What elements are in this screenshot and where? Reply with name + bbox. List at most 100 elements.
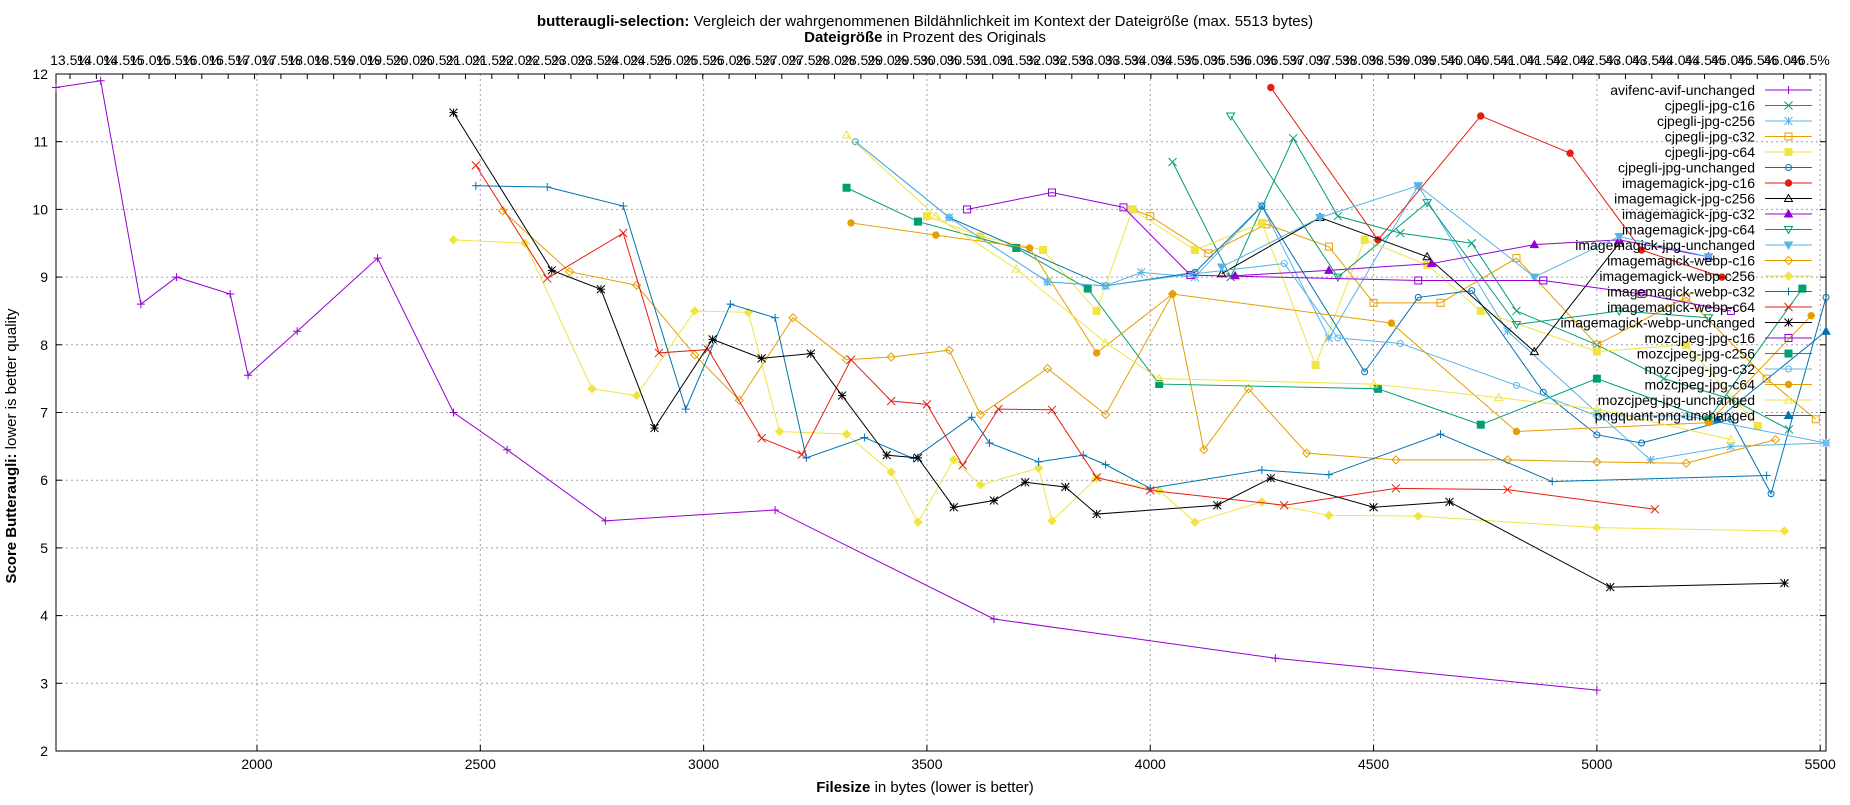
data-point [944,345,954,355]
data-point [1784,86,1793,94]
data-point [1646,455,1655,465]
series-pngquant-png-unchanged [1712,326,1831,423]
legend-item: mozcjpeg-jpg-unchanged [1598,392,1812,408]
data-point [726,300,735,309]
data-point [1783,193,1794,202]
data-point [543,183,552,192]
data-point [1426,258,1437,268]
data-point [1503,326,1512,336]
x-tick-label: 3500 [911,756,942,772]
data-point [1092,306,1101,315]
x2-tick-label: 37.5% [1316,52,1356,68]
series-line [475,185,1767,489]
x2-tick-label: 45.5% [1737,52,1777,68]
data-point [1780,578,1789,588]
data-point [886,467,896,477]
data-point [1718,273,1726,281]
legend-label: cjpegli-jpg-c256 [1657,113,1755,129]
data-point [1726,434,1736,444]
data-point [1637,290,1646,299]
x-tick-label: 4500 [1358,756,1389,772]
y-axis-label: Score Butteraugli: lower is better quali… [3,308,20,584]
x2-tick-label: 45.0% [1711,52,1751,68]
legend-label: avifenc-avif-unchanged [1610,82,1755,98]
data-point [963,205,972,214]
data-point [1783,394,1794,404]
data-point [985,438,994,447]
data-point [860,433,869,442]
data-point [958,460,968,470]
data-point [1154,485,1164,496]
data-point [1387,319,1396,327]
y-tick-label: 10 [32,201,48,217]
data-point [975,480,986,490]
x2-tick-label: 28.0% [815,52,855,68]
data-point [886,352,896,362]
series-line [1221,216,1620,353]
data-point [52,83,60,92]
data-point [1100,337,1111,347]
chart-title: butteraugli-selection: Vergleich der wah… [537,13,1313,30]
data-point [913,217,922,226]
x2-tick-label: 18.0% [287,52,327,68]
series-mozcjpeg-jpg-c256 [842,183,1807,429]
data-point [886,396,896,406]
data-point [788,313,798,323]
data-point [631,280,642,290]
series-imagemagick-jpg-c64 [1225,112,1714,330]
data-point [708,335,717,344]
x2-tick-label: 46.0% [1764,52,1804,68]
data-point [1334,334,1342,342]
grid [56,74,1826,751]
data-point [1784,101,1793,110]
data-point [1512,381,1520,389]
data-point [1503,485,1512,495]
y-tick-label: 11 [33,134,48,150]
data-point [1784,380,1793,389]
data-point [1047,405,1057,415]
data-point [1044,278,1052,286]
data-point [1638,439,1646,447]
legend-label: imagemagick-jpg-c16 [1622,175,1755,191]
data-point [837,391,847,400]
data-point [1369,298,1378,307]
data-point [1333,211,1343,221]
data-point [601,516,610,525]
data-point [1042,363,1053,374]
legend-item: imagemagick-webp-c64 [1607,299,1812,315]
data-point [1807,311,1815,320]
data-point [1168,157,1177,167]
data-point [1511,320,1522,330]
data-point [913,453,923,463]
data-point [1146,212,1155,221]
data-point [1529,273,1540,283]
data-point [1267,83,1275,92]
y-tick-label: 6 [40,472,48,488]
legend-item: mozcjpeg-jpg-c64 [1645,377,1812,393]
data-point [1047,516,1057,526]
data-point [244,371,253,380]
data-point [757,353,767,363]
series-cjpegli-jpg-c64 [922,205,1762,431]
data-point [1216,263,1227,272]
x2-tick-label: 44.0% [1658,52,1698,68]
data-point [172,273,181,282]
legend-label: mozcjpeg-jpg-c32 [1645,361,1756,377]
data-point [1324,510,1334,521]
x2-tick-label: 25.5% [683,52,723,68]
data-point [1258,202,1266,210]
legend-item: imagemagick-webp-unchanged [1560,315,1812,331]
data-point [1726,441,1736,451]
data-point [1154,373,1165,383]
series-imagemagick-webp-c256 [448,235,1790,536]
data-point [1784,179,1793,187]
data-point [1436,430,1445,439]
legend-item: imagemagick-jpg-c32 [1622,206,1812,222]
data-point [806,349,816,358]
legend-item: mozcjpeg-jpg-c256 [1637,346,1812,362]
data-point [909,454,918,463]
series-line [1230,115,1709,326]
data-point [1033,463,1044,473]
x2-tick-label: 20.0% [393,52,433,68]
series-imagemagick-webp-c64 [471,161,1660,514]
